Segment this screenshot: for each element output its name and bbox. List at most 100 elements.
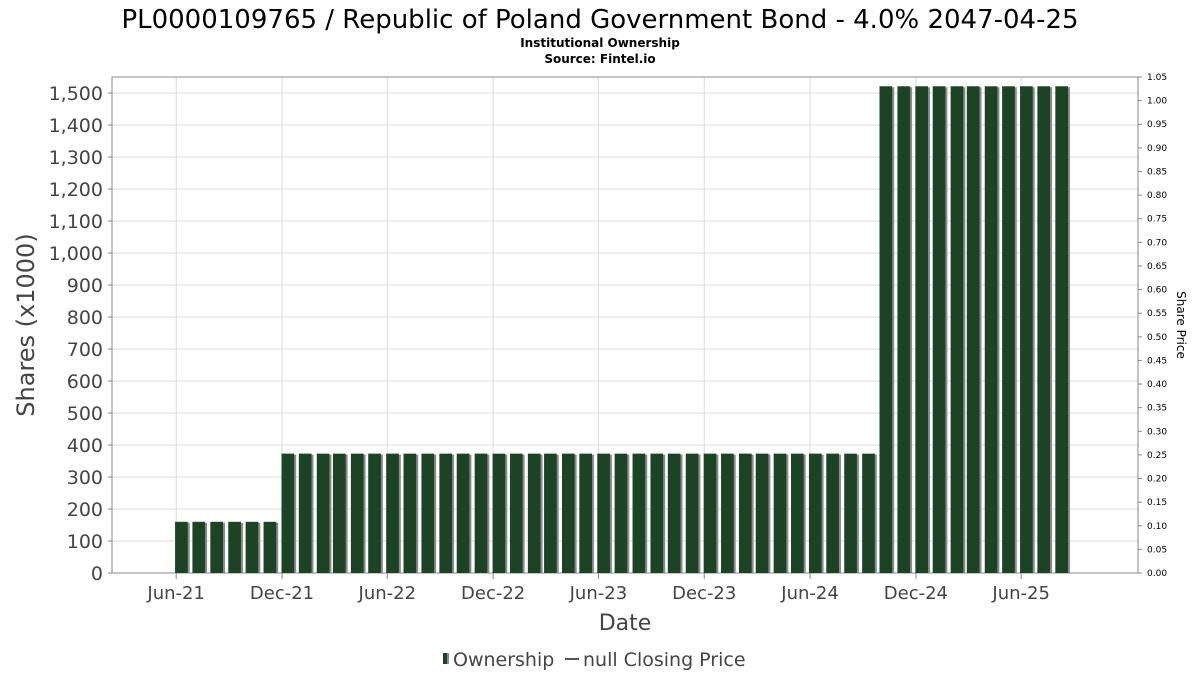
chart-subtitle-line-2: Source: Fintel.io — [544, 52, 655, 66]
right-tick-label: 0.65 — [1147, 262, 1167, 272]
bar — [439, 453, 453, 573]
right-tick-label: 0.80 — [1147, 191, 1167, 201]
bar — [614, 453, 628, 573]
bar — [950, 86, 964, 573]
right-tick-label: 0.35 — [1147, 404, 1167, 414]
bar — [316, 453, 330, 573]
right-tick-label: 0.20 — [1147, 475, 1167, 485]
bar — [332, 453, 346, 573]
bar — [897, 86, 911, 573]
bar — [650, 453, 664, 573]
right-tick-label: 0.00 — [1147, 569, 1167, 579]
right-tick-label: 0.05 — [1147, 545, 1167, 555]
bar — [386, 453, 399, 573]
x-axis-title: Date — [599, 611, 652, 636]
bar — [966, 86, 980, 573]
right-tick-label: 0.25 — [1147, 451, 1167, 461]
bar — [808, 453, 822, 573]
bar — [1037, 86, 1051, 573]
right-tick-label: 0.30 — [1147, 427, 1167, 437]
right-tick-label: 0.60 — [1147, 286, 1167, 296]
bar — [773, 453, 787, 573]
left-tick-label: 0 — [91, 563, 103, 585]
right-tick-label: 0.85 — [1147, 167, 1167, 177]
right-tick-label: 1.00 — [1147, 97, 1167, 107]
left-tick-label: 700 — [67, 339, 103, 361]
bar — [597, 453, 610, 573]
bar — [791, 453, 804, 573]
bar — [298, 453, 312, 573]
legend-label-closing-price: null Closing Price — [583, 649, 746, 671]
right-tick-label: 0.95 — [1147, 120, 1167, 130]
left-tick-label: 1,200 — [49, 179, 103, 201]
right-tick-label: 0.70 — [1147, 238, 1167, 248]
left-tick-label: 300 — [67, 467, 103, 489]
left-tick-label: 1,000 — [49, 243, 103, 265]
right-tick-label: 0.15 — [1147, 498, 1167, 508]
legend-swatch-ownership — [443, 653, 447, 664]
bar — [350, 453, 364, 573]
left-tick-label: 500 — [67, 403, 103, 425]
bar — [844, 453, 857, 573]
legend-label-ownership: Ownership — [453, 649, 554, 671]
right-tick-label: 0.75 — [1147, 215, 1167, 225]
bar — [703, 453, 717, 573]
bar — [368, 453, 381, 573]
x-tick-label: Jun-24 — [780, 583, 839, 604]
left-tick-label: 800 — [67, 307, 103, 329]
right-tick-label: 0.45 — [1147, 356, 1167, 366]
bar — [509, 453, 523, 573]
left-tick-label: 1,500 — [49, 83, 103, 105]
bar — [755, 453, 769, 573]
bar — [474, 453, 488, 573]
bar — [228, 521, 241, 573]
bar — [561, 453, 575, 573]
bar — [421, 453, 435, 573]
right-tick-label: 0.50 — [1147, 333, 1167, 343]
left-tick-label: 100 — [67, 531, 103, 553]
x-tick-label: Jun-25 — [991, 583, 1050, 604]
right-tick-label: 0.10 — [1147, 522, 1167, 532]
bar — [210, 521, 224, 573]
x-axis: Jun-21 Dec-21 Jun-22 Dec-22 Jun-23 Dec-23 Jun-… — [146, 573, 1050, 604]
bar — [667, 453, 681, 573]
bar — [175, 521, 188, 573]
bar — [263, 521, 277, 573]
bar — [1020, 86, 1033, 573]
bars — [175, 86, 1070, 573]
bar — [685, 453, 699, 573]
bar — [456, 453, 470, 573]
bar — [932, 86, 946, 573]
bar — [826, 453, 839, 573]
left-tick-label: 200 — [67, 499, 103, 521]
bar — [721, 453, 734, 573]
bar — [862, 453, 875, 573]
x-tick-label: Jun-21 — [146, 583, 205, 604]
chart-subtitle-line-1: Institutional Ownership — [520, 36, 680, 50]
bar — [281, 453, 295, 573]
left-tick-label: 1,300 — [49, 147, 103, 169]
right-tick-label: 0.40 — [1147, 380, 1167, 390]
left-tick-label: 400 — [67, 435, 103, 457]
bar — [492, 453, 506, 573]
left-tick-label: 900 — [67, 275, 103, 297]
x-tick-label: Dec-23 — [672, 583, 736, 604]
bar — [245, 521, 259, 573]
y-axis-title: Shares (x1000) — [12, 233, 40, 416]
bar — [1002, 86, 1015, 573]
x-tick-label: Dec-22 — [461, 583, 525, 604]
bar — [1055, 86, 1068, 573]
bar — [632, 453, 646, 573]
chart-title: PL0000109765 / Republic of Poland Govern… — [121, 5, 1078, 35]
legend-swatch-ownership-shadow — [447, 653, 449, 664]
left-tick-label: 600 — [67, 371, 103, 393]
right-tick-label: 1.05 — [1147, 73, 1167, 83]
bar — [544, 453, 557, 573]
y2-axis-title: Share Price — [1174, 291, 1188, 359]
bar — [403, 453, 417, 573]
x-tick-label: Dec-21 — [250, 583, 314, 604]
right-tick-label: 0.55 — [1147, 309, 1167, 319]
x-tick-label: Dec-24 — [884, 583, 948, 604]
